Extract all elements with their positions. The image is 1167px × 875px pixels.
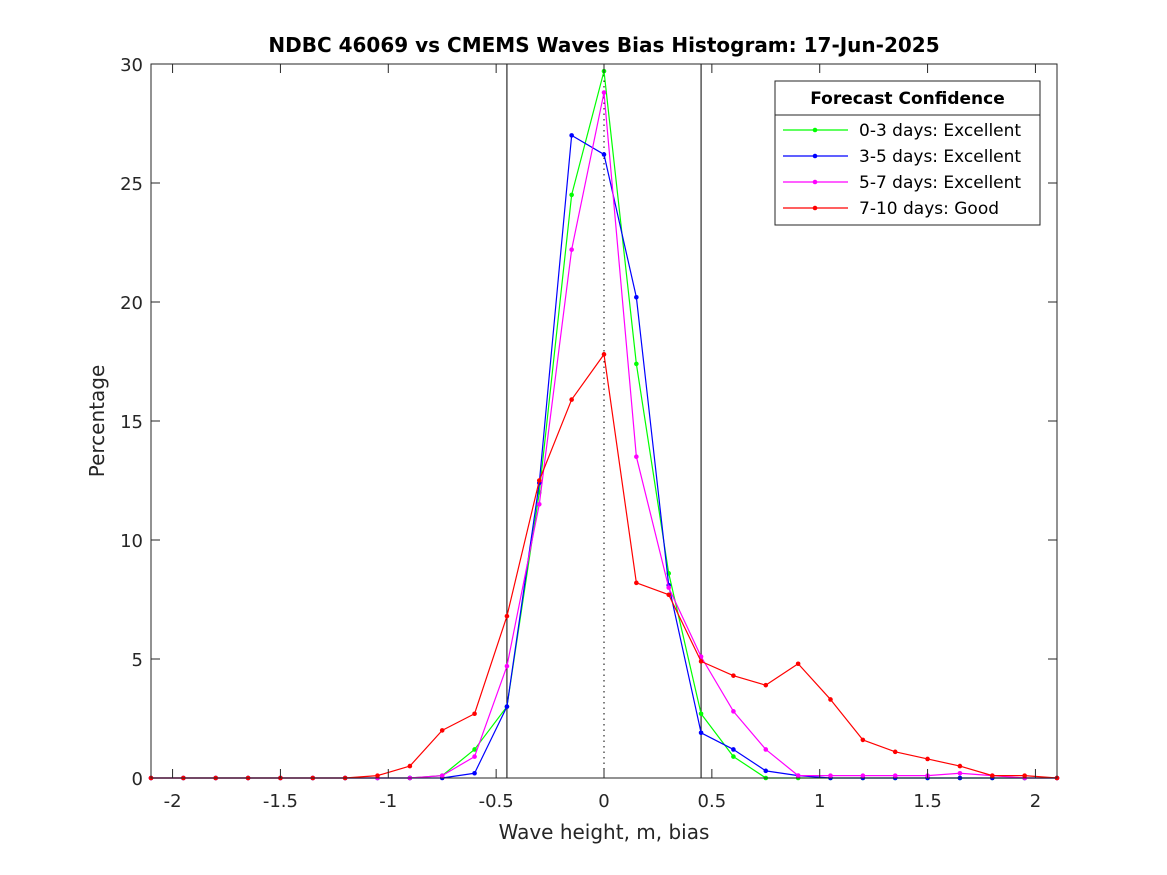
data-point [504,663,510,669]
data-point [957,763,963,769]
legend-label: 7-10 days: Good [859,199,999,219]
x-tick-label: -1 [379,791,397,812]
data-point [892,773,898,778]
data-point [957,770,963,776]
data-point [731,754,736,759]
x-tick-label: 1.5 [913,791,942,812]
legend-item: 0-3 days: Excellent [783,121,1021,141]
data-point [472,747,477,752]
x-tick-label: 2 [1030,791,1041,812]
legend-marker [812,205,818,211]
y-tick-label: 0 [132,769,143,790]
data-point [439,773,445,778]
data-point [925,756,930,762]
legend-item: 3-5 days: Excellent [783,147,1021,167]
x-tick-label: 1 [814,791,825,812]
y-tick-label: 15 [120,412,143,433]
y-tick-label: 30 [120,55,143,76]
data-point [569,133,574,138]
data-point [601,90,607,95]
data-point [375,773,380,778]
legend-item: 7-10 days: Good [783,199,999,219]
data-point [634,294,639,300]
data-point [569,397,574,402]
data-point [731,673,736,678]
legend-label: 3-5 days: Excellent [859,147,1021,167]
data-point [472,770,477,776]
data-point [828,697,833,702]
y-axis-label: Percentage [85,365,109,478]
data-point [828,773,833,778]
x-tick-label: -1.5 [263,791,298,812]
x-axis-label: Wave height, m, bias [499,820,710,844]
data-point [601,152,607,157]
data-point [536,502,542,507]
reference-lines [506,64,702,778]
data-point [666,585,672,590]
data-point [439,728,445,733]
data-point [795,661,801,667]
legend-marker [812,127,818,133]
data-point [892,749,898,755]
legend-marker [812,179,818,185]
data-point [989,773,995,778]
data-point [536,478,542,483]
data-point [795,773,801,778]
data-point [698,659,704,664]
data-point [666,592,672,598]
data-point [601,352,607,357]
data-point [472,711,477,717]
legend-label: 0-3 days: Excellent [859,121,1021,141]
data-point [634,361,639,367]
legend-title: Forecast Confidence [810,89,1005,109]
data-point [1022,773,1027,778]
x-tick-label: -0.5 [479,791,514,812]
data-point [472,754,477,759]
data-point [763,747,769,752]
data-point [731,709,736,714]
y-tick-label: 20 [120,293,143,314]
data-point [634,454,639,460]
y-tick-label: 10 [120,531,143,552]
legend-box [774,80,1041,226]
chart-title: NDBC 46069 vs CMEMS Waves Bias Histogram… [268,33,939,57]
data-point [569,192,574,198]
data-point [634,580,639,586]
legend-label: 5-7 days: Excellent [859,173,1021,193]
data-point [504,613,510,619]
legend-items: 0-3 days: Excellent 3-5 days: Excellent 5-… [783,121,1021,219]
x-tick-label: 0.5 [698,791,727,812]
x-tick-label: 0 [598,791,609,812]
data-point [698,711,704,717]
data-point [698,730,704,736]
y-tick-label: 5 [132,650,143,671]
data-point [731,747,736,752]
legend: Forecast Confidence 0-3 days: Excellent 3… [774,80,1041,226]
data-point [569,247,574,252]
data-point [860,737,866,743]
legend-item: 5-7 days: Excellent [783,173,1021,193]
data-point [504,704,510,709]
data-point [860,773,866,778]
data-point [763,682,769,688]
legend-marker [812,153,818,159]
x-tick-label: -2 [164,791,182,812]
data-point [407,763,413,769]
y-tick-label: 25 [120,174,143,195]
data-point [763,768,769,774]
